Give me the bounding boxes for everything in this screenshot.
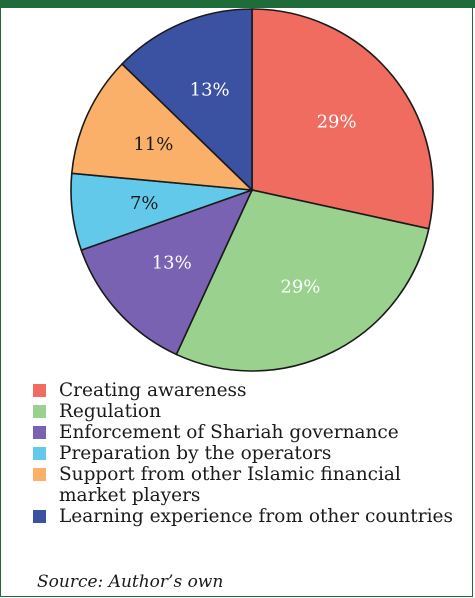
source-note: Source: Author’s own [37,572,224,592]
legend-item: Enforcement of Shariah governance [33,422,459,443]
legend-swatch [33,468,46,481]
pie-slice [175,189,430,372]
pie-slice [70,62,255,192]
header-band [0,0,475,8]
chart-legend: Creating awareness Regulation Enforcemen… [33,380,459,527]
legend-label: Preparation by the operators [59,443,332,464]
legend-label: Creating awareness [59,380,247,401]
slice-label: 11% [133,134,173,155]
legend-swatch [33,384,46,397]
legend-item: Creating awareness [33,380,459,401]
legend-item: Learning experience from other countries [33,506,459,527]
pie-slice [80,188,254,356]
legend-item: Support from other Islamic financial mar… [33,464,459,506]
legend-label: Learning experience from other countries [59,506,453,527]
legend-label: Support from other Islamic financial mar… [59,464,401,506]
slice-label: 13% [152,253,192,274]
legend-label: Enforcement of Shariah governance [59,422,399,443]
legend-swatch [33,405,46,418]
legend-label: Regulation [59,401,161,422]
legend-swatch [33,426,46,439]
legend-swatch [33,447,46,460]
slice-label: 7% [130,193,159,214]
pie-chart: 29% 29% 13% 7% 11% 13% [70,8,434,372]
slice-label: 13% [190,79,230,100]
slice-label: 29% [280,277,320,298]
pie-slice [120,8,253,192]
legend-swatch [33,510,46,523]
legend-item: Regulation [33,401,459,422]
slice-label: 29% [317,111,357,132]
pie-slice [251,8,434,230]
legend-item: Preparation by the operators [33,443,459,464]
